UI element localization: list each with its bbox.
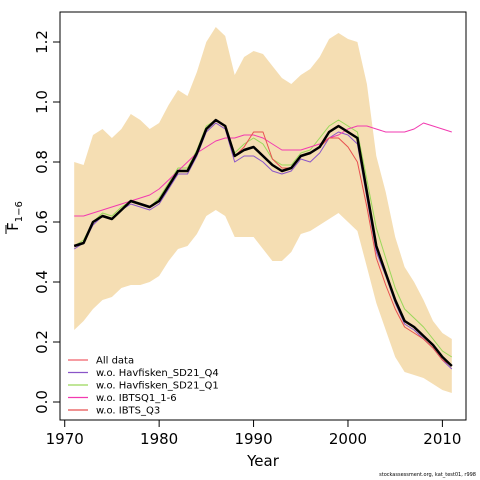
y-axis: 0.0 0.2 0.4 0.6 0.8 1.0 1.2 [33,30,60,414]
legend-label: w.o. IBTS_Q3 [96,406,160,417]
x-axis: 1970 1980 1990 2000 2010 [46,420,461,448]
y-tick-label: 1.0 [33,90,51,114]
footer-credit: stockassessment.org, kat_test01, r998 [379,472,476,478]
y-tick-label: 0.2 [33,330,51,354]
x-tick-label: 1990 [234,430,272,448]
y-tick-label: 0.4 [33,270,51,294]
y-axis-title-subscript: 1−6 [14,201,25,222]
y-axis-title: F1−6 [4,201,25,234]
svg-text:F1−6: F1−6 [4,201,25,231]
y-tick-label: 0.6 [33,210,51,234]
legend-label: w.o. Havfisken_SD21_Q1 [96,381,219,392]
plot-frame [59,11,467,421]
y-tick-label: 1.2 [33,30,51,54]
x-tick-label: 1970 [46,430,84,448]
series-line-main-estimate [73,118,453,367]
series-layer [73,118,453,370]
confidence-band-layer [74,27,452,393]
confidence-band [74,27,452,393]
y-tick-label: 0.8 [33,150,51,174]
y-axis-title-main: F [4,222,22,231]
legend-label: w.o. Havfisken_SD21_Q4 [96,368,219,379]
series-line-4 [74,122,452,217]
x-tick-label: 1980 [140,430,178,448]
legend-label: All data [96,356,134,367]
x-axis-title: Year [246,452,280,470]
x-tick-label: 2010 [423,430,461,448]
y-tick-label: 0.0 [33,390,51,414]
x-tick-label: 2000 [329,430,367,448]
legend-label: w.o. IBTSQ1_1-6 [96,393,177,404]
